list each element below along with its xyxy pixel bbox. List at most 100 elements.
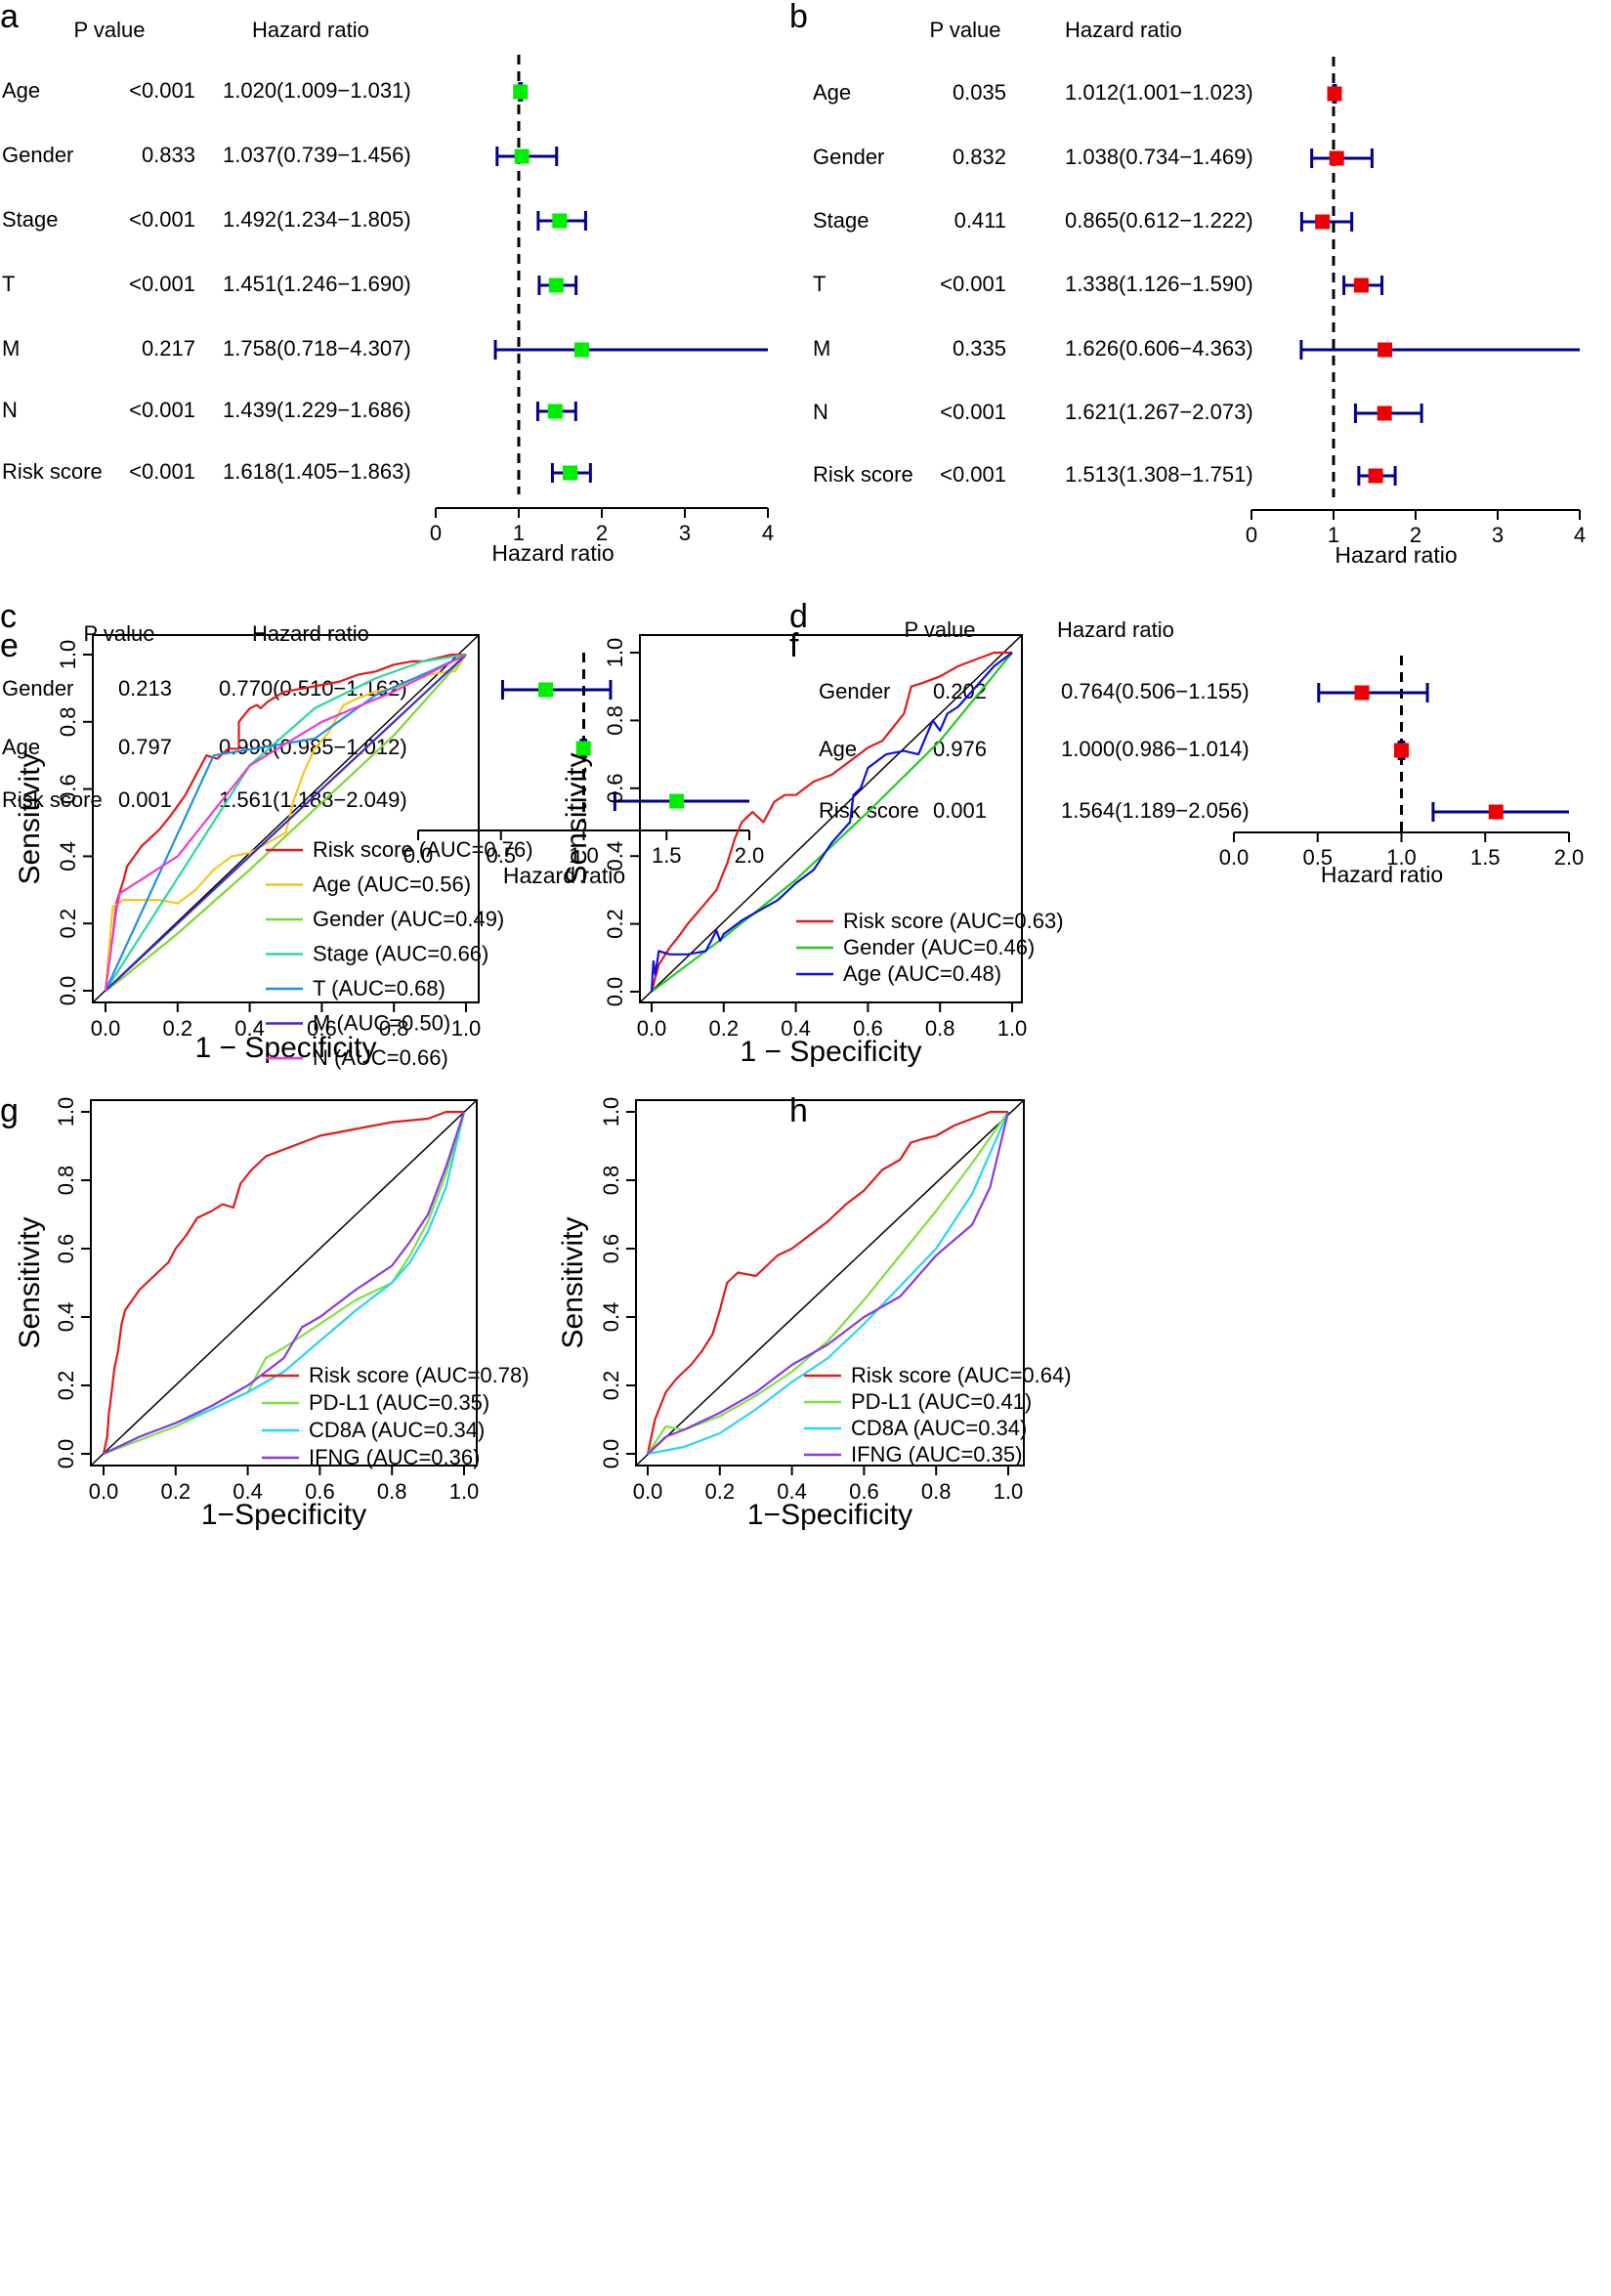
x-axis-title: 1−Specificity bbox=[201, 1499, 366, 1531]
row-hazard-ratio-text: 1.451(1.246−1.690) bbox=[223, 272, 411, 296]
legend-label: Age (AUC=0.56) bbox=[313, 872, 471, 897]
panel-label: g bbox=[0, 1092, 19, 1129]
hazard-point bbox=[1353, 277, 1369, 293]
y-tick-label: 0.6 bbox=[603, 774, 627, 804]
legend-label: CD8A (AUC=0.34) bbox=[309, 1418, 485, 1442]
header-p-value: P value bbox=[905, 617, 976, 642]
row-label: Gender bbox=[819, 679, 890, 703]
y-tick-label: 0.6 bbox=[54, 1234, 78, 1264]
row-p-value: 0.833 bbox=[142, 143, 195, 167]
row-label: Risk score bbox=[2, 459, 103, 484]
row-hazard-ratio-text: 1.439(1.229−1.686) bbox=[223, 398, 411, 422]
legend-label: PD-L1 (AUC=0.35) bbox=[309, 1390, 489, 1415]
x-axis-title: 1 − Specificity bbox=[741, 1036, 922, 1068]
row-label: N bbox=[2, 398, 18, 422]
row-label: N bbox=[813, 400, 828, 424]
y-tick-label: 1.0 bbox=[56, 640, 80, 670]
row-p-value: 0.976 bbox=[933, 737, 987, 761]
row-label: T bbox=[813, 272, 826, 296]
legend-label: N (AUC=0.66) bbox=[313, 1045, 448, 1070]
row-p-value: <0.001 bbox=[129, 78, 195, 103]
row-label: Gender bbox=[813, 145, 884, 169]
x-tick-label: 0.6 bbox=[307, 1016, 337, 1041]
row-hazard-ratio-text: 1.492(1.234−1.805) bbox=[223, 207, 411, 232]
x-tick-label: 0.5 bbox=[1302, 845, 1333, 870]
row-label: Risk score bbox=[2, 787, 103, 812]
y-tick-label: 0.8 bbox=[56, 707, 80, 738]
y-axis-title: Sensitivity bbox=[557, 1216, 589, 1348]
x-tick-label: 1.0 bbox=[997, 1016, 1028, 1041]
hazard-point bbox=[1354, 685, 1370, 701]
x-tick-label: 1 bbox=[513, 521, 525, 545]
y-tick-label: 0.8 bbox=[603, 705, 627, 736]
x-axis-title: Hazard ratio bbox=[503, 863, 625, 888]
row-hazard-ratio-text: 1.621(1.267−2.073) bbox=[1065, 400, 1253, 424]
x-tick-label: 0.6 bbox=[849, 1479, 879, 1504]
y-axis-title: Sensitivity bbox=[561, 752, 593, 884]
x-tick-label: 1 bbox=[1328, 523, 1339, 547]
plot-frame bbox=[90, 1099, 478, 1467]
roc-curve-series-3 bbox=[650, 652, 1013, 993]
row-hazard-ratio-text: 1.626(0.606−4.363) bbox=[1065, 336, 1253, 361]
roc-curve-series-4 bbox=[105, 653, 467, 992]
hazard-point bbox=[1315, 214, 1331, 230]
row-p-value: 0.001 bbox=[118, 787, 172, 812]
x-tick-label: 0.2 bbox=[709, 1016, 740, 1041]
row-label: Stage bbox=[2, 207, 59, 232]
panel-f-roc-chart: f 0.0 0.2 0.4 0.6 0.8 1.0 0.0 0.2 0.4 0.6 0.8 1.0 1 −… bbox=[561, 627, 1064, 1068]
row-p-value: 0.411 bbox=[954, 208, 1006, 233]
x-tick-label: 1.0 bbox=[449, 1479, 480, 1504]
hazard-point bbox=[514, 149, 530, 164]
x-tick-label: 0.0 bbox=[637, 1016, 667, 1041]
x-tick-label: 0.0 bbox=[633, 1479, 663, 1504]
hazard-point bbox=[552, 213, 568, 229]
panel-a-forest-plot: a P value Hazard ratio Age <0.001 1.020(1.009… bbox=[0, 0, 774, 566]
reference-diagonal bbox=[635, 1099, 1025, 1467]
x-tick-label: 0.0 bbox=[1219, 845, 1250, 870]
x-tick-label: 0.4 bbox=[781, 1016, 811, 1041]
row-p-value: <0.001 bbox=[940, 272, 1006, 296]
y-tick-label: 0.0 bbox=[599, 1439, 623, 1469]
x-tick-label: 1.5 bbox=[1470, 845, 1501, 870]
row-hazard-ratio-text: 0.865(0.612−1.222) bbox=[1065, 208, 1253, 233]
row-p-value: <0.001 bbox=[940, 400, 1006, 424]
y-tick-label: 0.4 bbox=[599, 1302, 623, 1333]
legend-label: IFNG (AUC=0.35) bbox=[851, 1442, 1022, 1467]
roc-curve-series-3 bbox=[105, 654, 467, 992]
panel-label: a bbox=[0, 0, 19, 35]
legend-label: Risk score (AUC=0.64) bbox=[851, 1363, 1072, 1387]
x-tick-label: 0.2 bbox=[705, 1479, 736, 1504]
row-label: M bbox=[2, 336, 20, 361]
y-axis-title: Sensitivity bbox=[14, 752, 46, 884]
x-tick-label: 0.4 bbox=[777, 1479, 807, 1504]
header-p-value: P value bbox=[74, 18, 146, 42]
roc-curve-series-4 bbox=[103, 1111, 466, 1455]
x-tick-label: 1.0 bbox=[994, 1479, 1024, 1504]
x-tick-label: 0.0 bbox=[403, 843, 434, 868]
roc-curve-series-2 bbox=[647, 1111, 1009, 1455]
x-tick-label: 1.0 bbox=[569, 843, 599, 868]
legend-label: Risk score (AUC=0.76) bbox=[313, 837, 533, 862]
row-hazard-ratio-text: 1.038(0.734−1.469) bbox=[1065, 145, 1253, 169]
x-tick-label: 0.8 bbox=[379, 1016, 409, 1041]
row-hazard-ratio-text: 1.338(1.126−1.590) bbox=[1065, 272, 1253, 296]
roc-curve-series-1 bbox=[646, 1110, 1008, 1455]
x-axis-title: Hazard ratio bbox=[1321, 862, 1443, 887]
header-hazard-ratio: Hazard ratio bbox=[252, 621, 369, 646]
hazard-point bbox=[1394, 743, 1409, 758]
x-tick-label: 0 bbox=[1246, 523, 1257, 547]
plot-frame bbox=[639, 634, 1023, 1003]
hazard-point bbox=[1378, 342, 1393, 358]
x-tick-label: 1.0 bbox=[451, 1016, 482, 1041]
roc-curve-series-1 bbox=[104, 653, 466, 992]
x-tick-label: 0.0 bbox=[89, 1479, 119, 1504]
legend-label: Risk score (AUC=0.78) bbox=[309, 1363, 530, 1387]
y-tick-label: 0.2 bbox=[54, 1371, 78, 1401]
y-tick-label: 0.4 bbox=[56, 841, 80, 872]
hazard-point bbox=[548, 277, 564, 293]
x-tick-label: 3 bbox=[679, 521, 691, 545]
row-hazard-ratio-text: 0.764(0.506−1.155) bbox=[1061, 679, 1250, 703]
y-tick-label: 0.6 bbox=[599, 1234, 623, 1264]
